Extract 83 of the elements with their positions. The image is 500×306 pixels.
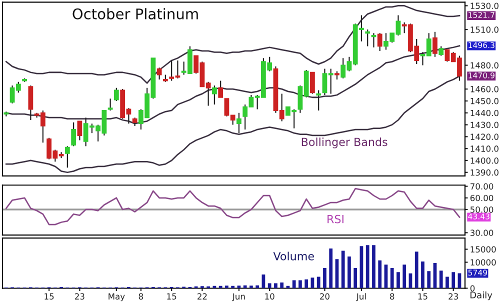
y-tick-label: 1390.0 xyxy=(470,169,498,176)
bar xyxy=(446,276,449,288)
bar xyxy=(414,252,418,288)
candlestick xyxy=(236,112,242,134)
text: Daily xyxy=(470,291,492,300)
bar xyxy=(427,271,431,288)
y-tick-label: 1530.0 xyxy=(470,2,498,9)
y-tick-label: 1420.0 xyxy=(470,134,498,140)
x-tick-label: Jul xyxy=(356,293,366,302)
line-series xyxy=(5,5,460,84)
candlestick xyxy=(377,32,382,52)
annotation: RSI xyxy=(328,214,344,224)
bar xyxy=(298,280,302,288)
x-tick-label: May xyxy=(108,293,125,302)
candlestick xyxy=(28,84,34,121)
bar xyxy=(348,256,351,288)
bar xyxy=(341,250,345,288)
y-tick-label: 0 xyxy=(470,285,475,292)
x-tick-label: 15 xyxy=(167,293,176,300)
bar xyxy=(316,276,320,288)
x-tick-label: 8 xyxy=(390,293,394,300)
candlestick xyxy=(156,67,162,80)
bar xyxy=(250,286,253,288)
candlestick xyxy=(438,46,444,56)
y-tick-label: 10000 xyxy=(470,259,496,266)
bar xyxy=(256,285,260,288)
y-tick-label: 1510.0 xyxy=(470,26,498,33)
x-tick-label: 15 xyxy=(418,293,428,300)
bar xyxy=(421,261,424,288)
candlestick xyxy=(212,84,217,106)
y-tick-label: 70.00 xyxy=(470,183,494,190)
bar xyxy=(243,285,247,288)
x-tick-label: 15 xyxy=(44,293,54,300)
line-series xyxy=(5,188,460,226)
bar xyxy=(452,272,456,288)
bar xyxy=(304,279,308,288)
annotation: Volume xyxy=(273,252,314,260)
y-tick-label: 30.00 xyxy=(470,230,494,236)
y-tick-label: 1430.0 xyxy=(470,122,498,128)
x-tick-label: Jun xyxy=(232,293,245,302)
bar xyxy=(396,272,400,288)
y-tick-label: 15000 xyxy=(470,246,496,253)
annotation: Bollinger Bands xyxy=(302,138,388,148)
bar xyxy=(390,268,394,288)
x-tick-label: 22 xyxy=(198,293,207,300)
y-tick-label: 1450.0 xyxy=(470,98,498,104)
candlestick xyxy=(71,122,76,147)
y-tick-label: 1460.0 xyxy=(470,86,498,92)
candlestick xyxy=(365,28,370,47)
candlestick xyxy=(371,32,376,48)
candlestick xyxy=(316,90,322,112)
bar xyxy=(439,270,443,288)
candlestick xyxy=(310,72,315,94)
bar xyxy=(268,283,272,288)
bar xyxy=(274,283,278,288)
x-tick-label: 23 xyxy=(74,293,84,300)
candlestick xyxy=(108,98,113,112)
bar xyxy=(225,286,228,288)
bar xyxy=(378,260,382,288)
x-tick-label: 20 xyxy=(320,293,330,300)
bar xyxy=(329,248,333,288)
chart-title: October Platinum xyxy=(72,8,198,20)
x-tick-label: 23 xyxy=(448,293,458,300)
y-tick-label: 1440.0 xyxy=(470,110,498,116)
y-tick-label: 1410.0 xyxy=(470,146,498,152)
candlestick xyxy=(432,31,438,58)
x-tick-label: 10 xyxy=(265,293,274,300)
bar xyxy=(280,282,284,288)
candlestick xyxy=(77,120,82,141)
y-tick-label: 50.00 xyxy=(470,206,494,213)
bar xyxy=(372,245,376,288)
bar xyxy=(354,268,358,288)
bar xyxy=(323,268,326,288)
x-tick-label: 8 xyxy=(138,293,144,300)
bar xyxy=(366,245,370,288)
candlestick xyxy=(218,80,224,98)
y-tick-label: 1480.0 xyxy=(470,62,498,69)
bar xyxy=(292,280,296,288)
candlestick xyxy=(64,146,70,168)
candlestick xyxy=(114,87,119,102)
y-tick-label: 1400.0 xyxy=(470,157,498,164)
y-tick-label: 60.00 xyxy=(470,194,494,202)
bar xyxy=(402,264,406,288)
